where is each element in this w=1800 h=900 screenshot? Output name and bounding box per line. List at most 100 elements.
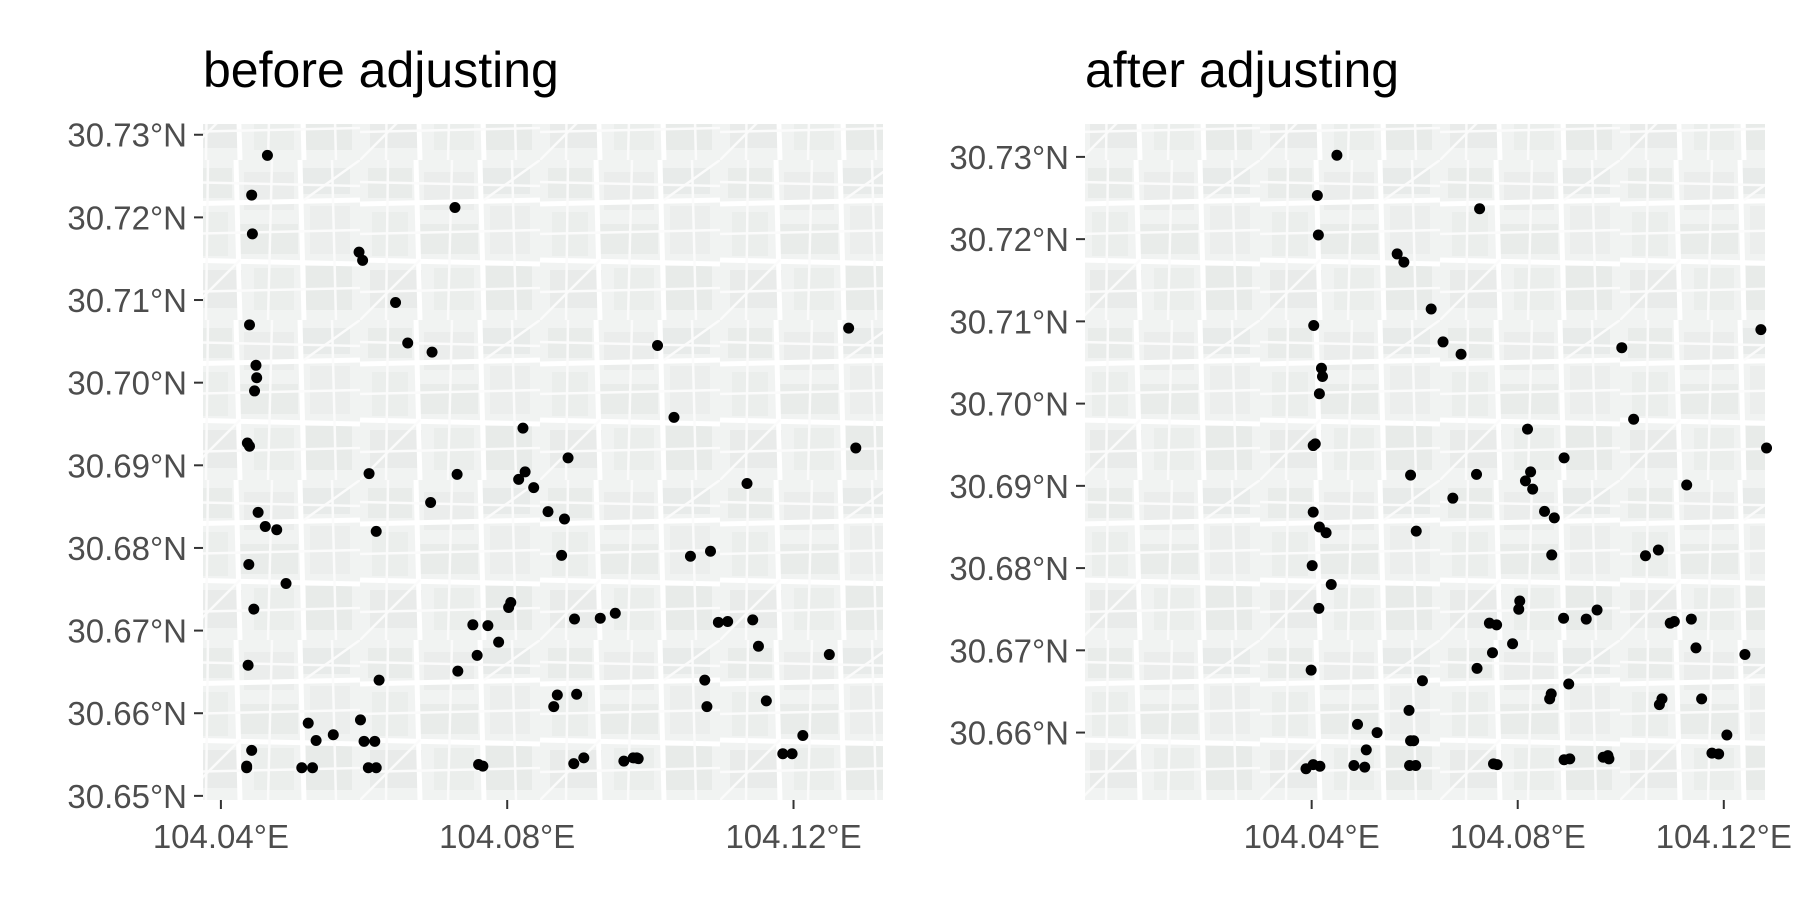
data-point: [1371, 727, 1383, 739]
data-point: [1580, 613, 1592, 625]
data-point: [244, 319, 256, 331]
data-point: [1513, 603, 1525, 615]
y-tick-label: 30.70°N: [949, 386, 1069, 423]
y-tick-label: 30.73°N: [67, 117, 187, 154]
data-point: [1471, 662, 1483, 674]
data-point: [1486, 647, 1498, 659]
data-point: [551, 689, 563, 701]
data-point: [363, 468, 375, 480]
panel-before: before adjusting 30.65°N30.66°N30.67°N30…: [67, 42, 883, 855]
data-point: [373, 674, 385, 686]
data-point: [449, 201, 461, 213]
data-point: [1410, 525, 1422, 537]
data-point: [609, 607, 621, 619]
data-point: [370, 762, 382, 774]
y-tick-label: 30.72°N: [67, 199, 187, 236]
data-point: [1320, 527, 1332, 539]
x-tick-label: 104.08°E: [439, 818, 575, 855]
data-point: [1474, 203, 1486, 215]
data-point: [517, 422, 529, 434]
data-point: [752, 640, 764, 652]
data-point: [1628, 413, 1640, 425]
map-background-after: [1085, 124, 1765, 800]
data-point: [1311, 190, 1323, 202]
data-point: [302, 717, 314, 729]
data-point: [578, 752, 590, 764]
data-point: [786, 748, 798, 760]
data-point: [1761, 442, 1773, 454]
y-tick-label: 30.67°N: [949, 632, 1069, 669]
data-point: [246, 228, 258, 240]
data-point: [246, 744, 258, 756]
data-point: [1359, 761, 1371, 773]
x-tick-label: 104.08°E: [1450, 818, 1586, 855]
data-point: [1471, 468, 1483, 480]
data-point: [1602, 750, 1614, 762]
x-tick-label: 104.12°E: [725, 818, 861, 855]
data-point: [513, 473, 525, 485]
y-axis-before: 30.65°N 30.66°N 30.67°N 30.68°N 30.69°N 30.70…: [67, 117, 203, 815]
data-point: [1755, 324, 1767, 336]
data-point: [280, 577, 292, 589]
panel-after: after adjusting 30.66°N30.67°N30.68°N30.…: [949, 42, 1791, 855]
data-point: [1696, 693, 1708, 705]
data-point: [652, 339, 664, 351]
data-point: [1313, 602, 1325, 614]
data-point: [568, 613, 580, 625]
data-point: [1305, 664, 1317, 676]
data-point: [741, 477, 753, 489]
data-point: [310, 734, 322, 746]
data-point: [370, 525, 382, 537]
data-point: [1519, 475, 1531, 487]
data-point: [451, 468, 463, 480]
data-point: [425, 496, 437, 508]
data-point: [1312, 229, 1324, 241]
data-point: [1507, 638, 1519, 650]
data-point: [668, 411, 680, 423]
data-point: [357, 254, 369, 266]
data-point: [1307, 506, 1319, 518]
y-tick-label: 30.66°N: [67, 695, 187, 732]
data-point: [1307, 759, 1319, 771]
y-tick-label: 30.70°N: [67, 365, 187, 402]
data-point: [1525, 466, 1537, 478]
y-tick-label: 30.68°N: [67, 530, 187, 567]
data-point: [471, 649, 483, 661]
data-point: [1306, 560, 1318, 572]
panel-title-after: after adjusting: [1085, 42, 1399, 98]
data-point: [1391, 248, 1403, 260]
data-point: [528, 482, 540, 494]
data-point: [261, 149, 273, 161]
data-point: [1313, 388, 1325, 400]
data-point: [362, 762, 374, 774]
data-point: [426, 346, 438, 358]
data-point: [850, 442, 862, 454]
data-point: [477, 760, 489, 772]
y-tick-label: 30.73°N: [949, 139, 1069, 176]
data-point: [1681, 479, 1693, 491]
data-point: [467, 619, 479, 631]
data-point: [1563, 678, 1575, 690]
x-tick-label: 104.04°E: [153, 818, 289, 855]
data-point: [1408, 735, 1420, 747]
data-point: [243, 558, 255, 570]
panel-title-before: before adjusting: [203, 42, 559, 98]
x-tick-label: 104.04°E: [1244, 818, 1380, 855]
data-point: [248, 603, 260, 615]
data-point: [777, 748, 789, 760]
data-point: [1591, 604, 1603, 616]
points-before: [241, 149, 862, 774]
data-point: [1639, 550, 1651, 562]
data-point: [1721, 729, 1733, 741]
data-point: [556, 549, 568, 561]
data-point: [1307, 440, 1319, 452]
data-point: [1539, 505, 1551, 517]
data-point: [631, 752, 643, 764]
data-point: [1316, 370, 1328, 382]
y-tick-label: 30.69°N: [67, 447, 187, 484]
data-point: [1403, 704, 1415, 716]
data-point: [1685, 613, 1697, 625]
data-point: [296, 762, 308, 774]
data-point: [1447, 492, 1459, 504]
data-point: [1739, 648, 1751, 660]
